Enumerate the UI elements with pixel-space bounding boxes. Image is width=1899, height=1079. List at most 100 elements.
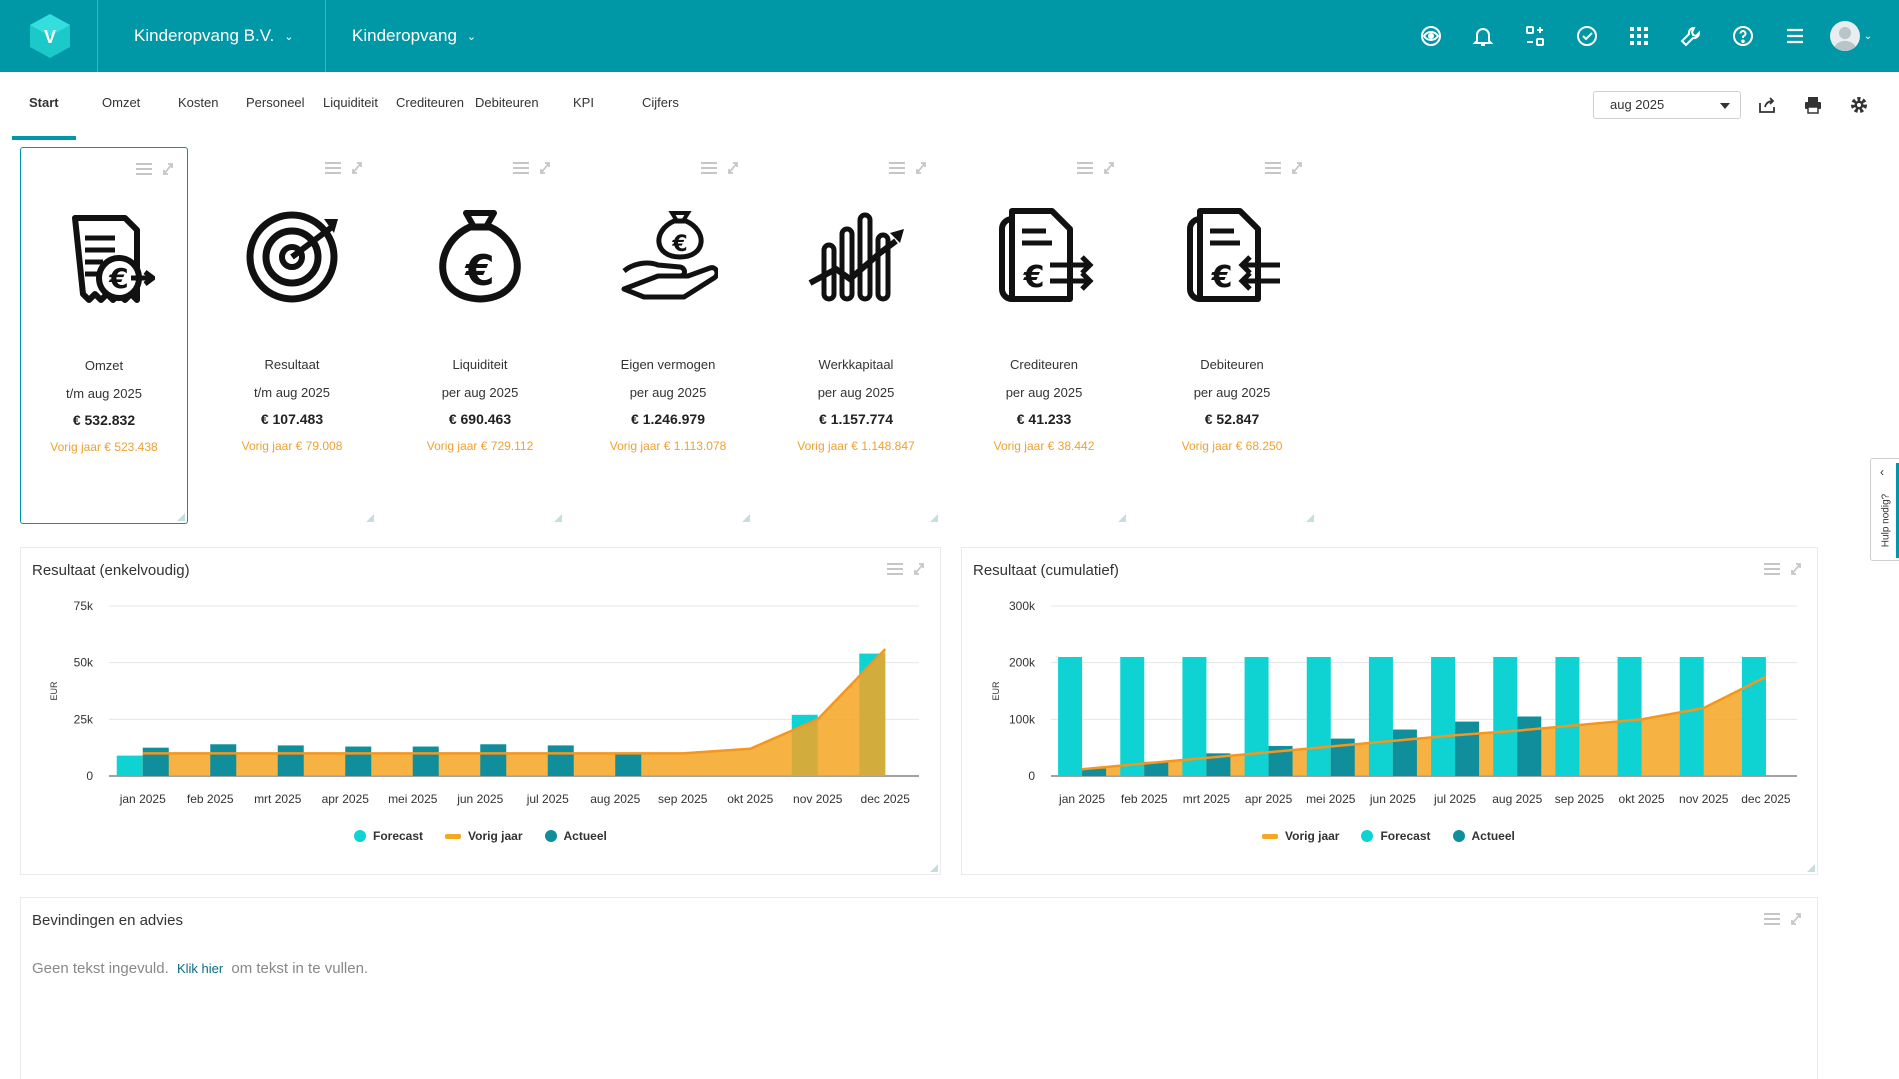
menu-icon[interactable] (1769, 0, 1821, 72)
expand-icon[interactable] (536, 161, 554, 175)
settings-gear-icon[interactable] (1846, 92, 1872, 118)
legend-label: Vorig jaar (1285, 829, 1340, 843)
drag-menu-icon[interactable] (1763, 562, 1781, 576)
kpi-previous-year: Vorig jaar € 1.113.078 (609, 439, 727, 453)
kpi-card-eigen-vermogen[interactable]: € Eigen vermogen per aug 2025 € 1.246.979 Vo… (584, 147, 752, 524)
bar-forecast (1679, 657, 1704, 776)
kpi-card-debiteuren[interactable]: € Debiteuren per aug 2025 € 52.847 Vorig jaa… (1148, 147, 1316, 524)
tab-start[interactable]: Start (29, 95, 59, 110)
hand-money-icon: € (621, 211, 718, 300)
expand-icon[interactable] (159, 162, 177, 176)
bar-actueel (1392, 729, 1417, 776)
tab-kpi[interactable]: KPI (573, 95, 594, 110)
period-select[interactable]: aug 2025 (1593, 91, 1741, 119)
eye-shield-icon[interactable] (1405, 0, 1457, 72)
tab-kosten[interactable]: Kosten (178, 95, 219, 110)
panel-tools (886, 562, 928, 576)
drag-menu-icon[interactable] (1076, 161, 1094, 175)
drag-menu-icon[interactable] (512, 161, 530, 175)
drag-menu-icon[interactable] (888, 161, 906, 175)
user-menu[interactable]: ⌄ (1821, 0, 1881, 72)
drag-menu-icon[interactable] (1264, 161, 1282, 175)
wrench-icon[interactable] (1665, 0, 1717, 72)
company-select[interactable]: Kinderopvang B.V. ⌄ (134, 0, 293, 72)
export-icon[interactable] (1754, 92, 1780, 118)
expand-icon[interactable] (910, 562, 928, 576)
expand-icon[interactable] (1787, 562, 1805, 576)
bell-icon[interactable] (1457, 0, 1509, 72)
series-area-vorig-jaar (142, 649, 886, 776)
legend-item-vorig-jaar[interactable]: Vorig jaar (1262, 829, 1339, 843)
legend-item-vorig-jaar[interactable]: Vorig jaar (445, 829, 523, 843)
advies-edit-link[interactable]: Klik hier (176, 961, 224, 976)
resize-handle[interactable] (1118, 514, 1126, 522)
chart-resultaat-enkelvoudig: 0 25k 50k 75k EUR jan 2025 feb 2025 mrt 2025 apr… (49, 599, 919, 806)
drag-menu-icon[interactable] (700, 161, 718, 175)
resize-handle[interactable] (1306, 514, 1314, 522)
tab-liquiditeit[interactable]: Liquiditeit (323, 95, 378, 110)
expand-icon[interactable] (724, 161, 742, 175)
legend-item-actueel[interactable]: Actueel (1452, 829, 1515, 843)
legend-item-forecast[interactable]: Forecast (354, 829, 423, 843)
kpi-card-omzet[interactable]: € Omzet t/m aug 2025 € 532.832 Vorig jaar € … (20, 147, 188, 524)
y-tick-label: 50k (74, 656, 94, 670)
resize-handle[interactable] (1807, 864, 1815, 872)
tab-crediteuren[interactable]: Crediteuren (396, 95, 464, 110)
resize-handle[interactable] (554, 514, 562, 522)
chart-title: Resultaat (enkelvoudig) (32, 562, 190, 579)
administration-select[interactable]: Kinderopvang ⌄ (352, 0, 476, 72)
kpi-title: Crediteuren (1010, 357, 1078, 372)
target-icon (246, 211, 338, 303)
legend-item-actueel[interactable]: Actueel (544, 829, 607, 843)
resize-handle[interactable] (930, 864, 938, 872)
expand-icon[interactable] (1288, 161, 1306, 175)
expand-icon[interactable] (1100, 161, 1118, 175)
tab-debiteuren[interactable]: Debiteuren (475, 95, 539, 110)
legend-swatch (1262, 833, 1278, 839)
resize-handle[interactable] (177, 513, 185, 521)
check-circle-icon[interactable] (1561, 0, 1613, 72)
drag-menu-icon[interactable] (135, 162, 153, 176)
x-tick-label: nov 2025 (793, 792, 843, 806)
expand-icon[interactable] (912, 161, 930, 175)
advies-empty-text: Geen tekst ingevuld. Klik hier om tekst … (32, 960, 368, 977)
kpi-period: per aug 2025 (1193, 385, 1271, 400)
drag-menu-icon[interactable] (1763, 912, 1781, 926)
kpi-card-crediteuren[interactable]: € Crediteuren per aug 2025 € 41.233 Vorig ja… (960, 147, 1128, 524)
drag-menu-icon[interactable] (324, 161, 342, 175)
legend-item-forecast[interactable]: Forecast (1361, 829, 1431, 843)
x-tick-label: sep 2025 (658, 792, 708, 806)
tab-omzet[interactable]: Omzet (102, 95, 141, 110)
drag-menu-icon[interactable] (886, 562, 904, 576)
bar-actueel (1144, 761, 1169, 776)
app-logo-icon[interactable]: V (26, 12, 74, 60)
tab-cijfers[interactable]: Cijfers (642, 95, 679, 110)
help-side-tab[interactable]: ‹ Hulp nodig? (1870, 458, 1899, 561)
x-tick-label: jul 2025 (526, 792, 569, 806)
kpi-card-liquiditeit[interactable]: € Liquiditeit per aug 2025 € 690.463 Vorig j… (396, 147, 564, 524)
card-tools (324, 161, 366, 175)
switch-icon[interactable] (1509, 0, 1561, 72)
x-tick-label: jul 2025 (1433, 792, 1476, 806)
x-tick-label: jun 2025 (456, 792, 503, 806)
resize-handle[interactable] (930, 514, 938, 522)
print-icon[interactable] (1800, 92, 1826, 118)
svg-text:€: € (1023, 260, 1045, 295)
tab-personeel[interactable]: Personeel (246, 95, 305, 110)
kpi-period: per aug 2025 (441, 385, 519, 400)
apps-grid-icon[interactable] (1613, 0, 1665, 72)
kpi-value: € 1.246.979 (631, 411, 705, 427)
help-icon[interactable] (1717, 0, 1769, 72)
resize-handle[interactable] (366, 514, 374, 522)
x-tick-label: feb 2025 (187, 792, 234, 806)
expand-icon[interactable] (348, 161, 366, 175)
kpi-card-resultaat[interactable]: Resultaat t/m aug 2025 € 107.483 Vorig jaar… (208, 147, 376, 524)
divider (325, 0, 326, 72)
x-tick-label: sep 2025 (1555, 792, 1605, 806)
kpi-card-werkkapitaal[interactable]: Werkkapitaal per aug 2025 € 1.157.774 Vorig… (772, 147, 940, 524)
resize-handle[interactable] (742, 514, 750, 522)
bar-forecast (1058, 657, 1083, 776)
x-tick-label: apr 2025 (322, 792, 370, 806)
y-tick-label: 75k (74, 599, 94, 613)
expand-icon[interactable] (1787, 912, 1805, 926)
